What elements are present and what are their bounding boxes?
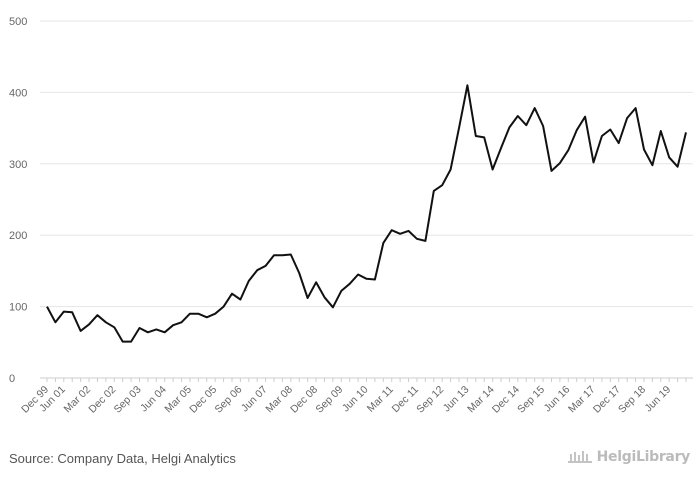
brand-logo: HelgiLibrary (567, 449, 690, 465)
x-tick-label: Dec 17 (591, 384, 623, 416)
x-tick-label: Mar 11 (365, 384, 396, 415)
y-axis-ticks: 0 100 200 300 400 500 (9, 16, 27, 385)
x-tick-label: Sep 15 (515, 384, 547, 416)
y-tick-label: 100 (9, 302, 27, 314)
x-tick-label: Dec 08 (288, 384, 320, 416)
x-tick-label: Dec 14 (490, 384, 522, 416)
x-tick-label: Dec 02 (86, 384, 118, 416)
brand-name: HelgiLibrary (596, 449, 691, 465)
grid-lines (40, 20, 693, 379)
series-line (46, 84, 687, 343)
x-tick-label: Sep 09 (313, 384, 345, 416)
source-note: Source: Company Data, Helgi Analytics (9, 451, 236, 466)
x-tick-label: Jun 19 (643, 384, 674, 415)
y-tick-label: 500 (9, 16, 27, 28)
y-tick-label: 300 (9, 159, 27, 171)
y-tick-label: 400 (9, 87, 27, 99)
x-tick-label: Sep 12 (414, 384, 446, 416)
y-tick-label: 0 (9, 373, 15, 385)
x-tick-label: Sep 18 (616, 384, 648, 416)
x-tick-label: Sep 06 (212, 384, 244, 416)
y-tick-label: 200 (9, 230, 27, 242)
x-tick-label: Sep 03 (112, 384, 144, 416)
library-building-icon (567, 451, 592, 463)
x-tick-label: Dec 05 (187, 384, 219, 416)
x-tick-label: Jun 10 (340, 384, 371, 415)
